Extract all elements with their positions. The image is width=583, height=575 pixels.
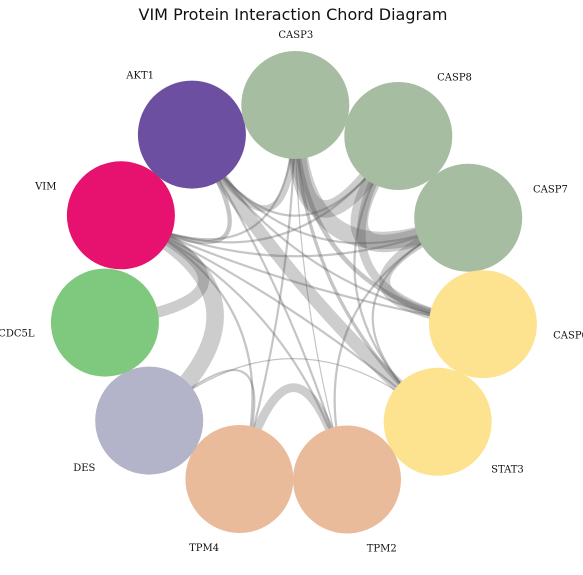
node-label-vim: VIM [34,181,56,192]
node-label-casp7: CASP7 [533,185,568,196]
node-label-casp3: CASP3 [278,30,313,41]
node-casp8 [344,82,453,190]
node-label-casp8: CASP8 [437,73,472,84]
node-casp7 [414,163,523,272]
node-stat3 [383,367,492,476]
node-des [95,366,204,475]
node-label-tpm2: TPM2 [367,544,397,555]
node-label-stat3: STAT3 [491,465,524,476]
node-label-akt1: AKT1 [125,71,154,82]
node-casp6 [428,270,537,379]
node-cdc5l [50,268,159,377]
edge-tpm4-casp3 [238,103,297,481]
node-label-des: DES [73,463,95,474]
node-label-cdc5l: CDC5L [0,329,35,340]
node-akt1 [137,80,246,189]
node-vim [66,161,175,270]
node-label-casp6: CASP6 [553,331,583,342]
labels-layer: VIM AKT1 CASP3 CASP8 CASP7 CASP6 STAT3 TPM2 TPM4… [0,30,583,555]
node-casp3 [241,51,350,159]
node-label-tpm4: TPM4 [189,543,219,554]
node-tpm2 [293,425,401,534]
diagram-title: VIM Protein Interaction Chord Diagram [139,5,448,24]
node-tpm4 [185,425,294,533]
nodes-layer [50,51,537,534]
